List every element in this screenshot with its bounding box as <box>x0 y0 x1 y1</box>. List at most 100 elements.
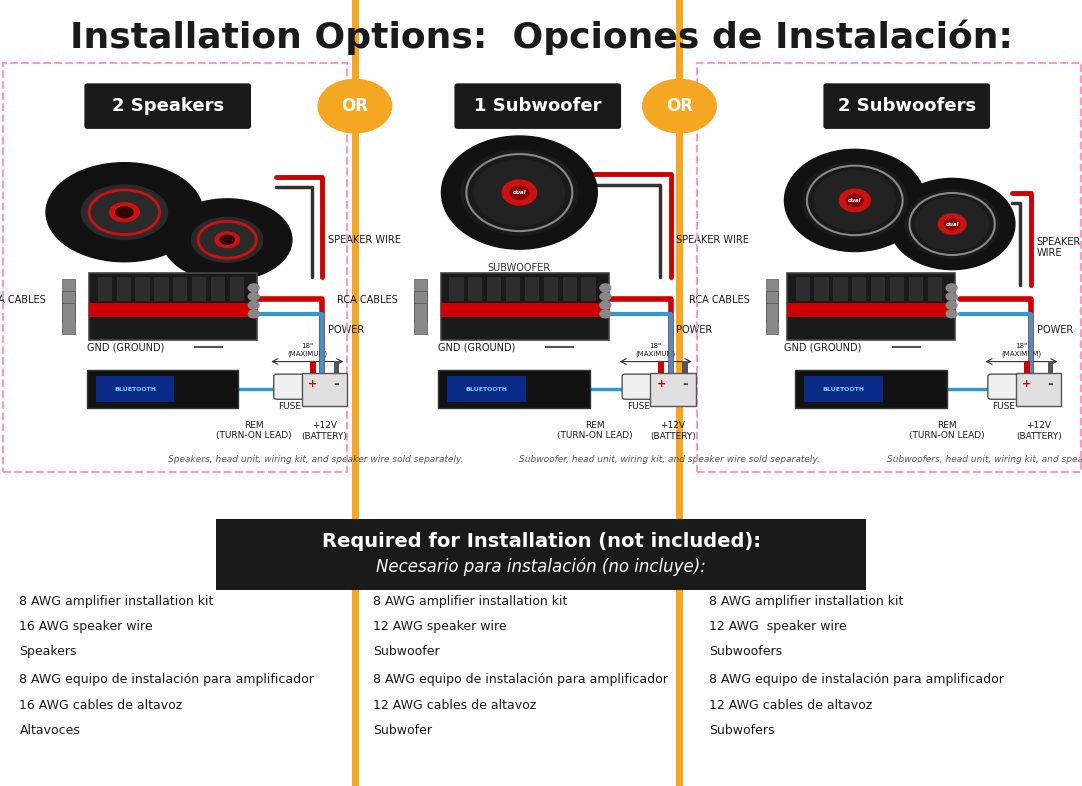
Text: SUBWOOFER: SUBWOOFER <box>488 263 551 274</box>
Circle shape <box>945 219 960 230</box>
FancyBboxPatch shape <box>1025 361 1030 373</box>
Text: OR: OR <box>342 97 368 115</box>
FancyBboxPatch shape <box>89 273 256 340</box>
FancyBboxPatch shape <box>95 376 174 402</box>
FancyBboxPatch shape <box>1016 373 1061 406</box>
FancyBboxPatch shape <box>909 277 923 301</box>
Text: 2 Speakers: 2 Speakers <box>111 97 224 115</box>
FancyBboxPatch shape <box>441 303 608 317</box>
Circle shape <box>840 189 870 211</box>
Text: +12V
(BATTERY): +12V (BATTERY) <box>650 421 696 441</box>
Text: POWER: POWER <box>1037 325 1073 335</box>
Text: -: - <box>682 377 688 391</box>
Text: 18"
(MAXIMUM): 18" (MAXIMUM) <box>287 343 328 357</box>
Circle shape <box>441 136 597 249</box>
FancyBboxPatch shape <box>135 277 149 301</box>
Text: OR: OR <box>667 97 692 115</box>
Circle shape <box>643 79 716 133</box>
FancyBboxPatch shape <box>650 373 696 406</box>
Text: +: + <box>308 379 317 389</box>
FancyBboxPatch shape <box>454 83 621 129</box>
FancyBboxPatch shape <box>659 361 664 373</box>
Text: Required for Installation (not included):: Required for Installation (not included)… <box>321 532 761 551</box>
Circle shape <box>938 214 966 234</box>
Ellipse shape <box>220 235 235 244</box>
FancyBboxPatch shape <box>63 291 76 322</box>
Text: Necesario para instalación (no incluye):: Necesario para instalación (no incluye): <box>377 557 705 576</box>
FancyBboxPatch shape <box>871 277 885 301</box>
FancyBboxPatch shape <box>1047 361 1053 373</box>
Text: 12 AWG cables de altavoz: 12 AWG cables de altavoz <box>709 699 872 711</box>
Text: Subwoofer: Subwoofer <box>373 645 440 658</box>
Circle shape <box>599 292 610 300</box>
Circle shape <box>915 197 989 251</box>
FancyBboxPatch shape <box>927 277 941 301</box>
FancyBboxPatch shape <box>765 303 778 334</box>
Text: Subwofers: Subwofers <box>709 724 775 736</box>
Circle shape <box>474 160 565 226</box>
FancyBboxPatch shape <box>413 303 426 334</box>
FancyBboxPatch shape <box>815 277 829 301</box>
Text: 8 AWG amplifier installation kit: 8 AWG amplifier installation kit <box>709 595 903 608</box>
FancyBboxPatch shape <box>787 303 954 317</box>
FancyBboxPatch shape <box>889 277 905 301</box>
Circle shape <box>784 149 925 252</box>
FancyBboxPatch shape <box>804 376 883 402</box>
Circle shape <box>905 189 999 258</box>
Text: REM
(TURN-ON LEAD): REM (TURN-ON LEAD) <box>557 421 633 440</box>
FancyBboxPatch shape <box>441 273 608 340</box>
Text: -: - <box>1047 377 1054 391</box>
Text: POWER: POWER <box>328 325 365 335</box>
FancyBboxPatch shape <box>682 361 687 373</box>
FancyBboxPatch shape <box>97 277 111 301</box>
Text: 18"
(MAXIMUM): 18" (MAXIMUM) <box>635 343 676 357</box>
Text: FUSE: FUSE <box>992 402 1016 411</box>
Text: FUSE: FUSE <box>278 402 302 411</box>
Ellipse shape <box>192 217 263 263</box>
FancyBboxPatch shape <box>765 279 778 310</box>
FancyBboxPatch shape <box>765 291 778 322</box>
Text: RCA CABLES: RCA CABLES <box>688 296 749 305</box>
Circle shape <box>946 301 956 309</box>
Text: dual: dual <box>848 198 861 203</box>
Text: GND (GROUND): GND (GROUND) <box>784 343 862 352</box>
FancyBboxPatch shape <box>795 370 947 408</box>
Text: 12 AWG  speaker wire: 12 AWG speaker wire <box>709 620 846 633</box>
FancyBboxPatch shape <box>413 279 426 310</box>
Text: Speakers: Speakers <box>19 645 77 658</box>
FancyBboxPatch shape <box>795 277 809 301</box>
Ellipse shape <box>162 199 292 281</box>
Text: +12V
(BATTERY): +12V (BATTERY) <box>1016 421 1061 441</box>
Circle shape <box>248 310 260 318</box>
FancyBboxPatch shape <box>988 374 1020 399</box>
FancyBboxPatch shape <box>155 277 169 301</box>
FancyBboxPatch shape <box>506 277 520 301</box>
Text: 8 AWG equipo de instalación para amplificador: 8 AWG equipo de instalación para amplifi… <box>373 674 669 686</box>
FancyBboxPatch shape <box>333 361 339 373</box>
Text: GND (GROUND): GND (GROUND) <box>87 343 164 352</box>
Circle shape <box>599 284 610 292</box>
Text: 1 Subwoofer: 1 Subwoofer <box>474 97 602 115</box>
Text: Installation Options:  Opciones de Instalación:: Installation Options: Opciones de Instal… <box>69 20 1013 56</box>
Circle shape <box>599 301 610 309</box>
Text: SPEAKER WIRE: SPEAKER WIRE <box>328 235 400 244</box>
Text: POWER: POWER <box>676 325 713 335</box>
Circle shape <box>802 162 908 239</box>
FancyBboxPatch shape <box>173 277 187 301</box>
Text: dual: dual <box>513 190 526 195</box>
FancyBboxPatch shape <box>211 277 225 301</box>
Text: RCA CABLES: RCA CABLES <box>337 296 397 305</box>
Text: 16 AWG cables de altavoz: 16 AWG cables de altavoz <box>19 699 183 711</box>
FancyBboxPatch shape <box>563 277 577 301</box>
Text: 8 AWG amplifier installation kit: 8 AWG amplifier installation kit <box>373 595 568 608</box>
Text: 2 Subwoofers: 2 Subwoofers <box>837 97 976 115</box>
FancyBboxPatch shape <box>311 361 316 373</box>
FancyBboxPatch shape <box>87 370 238 408</box>
Circle shape <box>248 301 260 309</box>
Ellipse shape <box>215 232 239 248</box>
Circle shape <box>846 194 863 207</box>
Text: REM
(TURN-ON LEAD): REM (TURN-ON LEAD) <box>909 421 985 440</box>
Text: 18"
(MAXIMUM): 18" (MAXIMUM) <box>1001 343 1042 357</box>
FancyBboxPatch shape <box>216 519 866 590</box>
FancyBboxPatch shape <box>581 277 595 301</box>
